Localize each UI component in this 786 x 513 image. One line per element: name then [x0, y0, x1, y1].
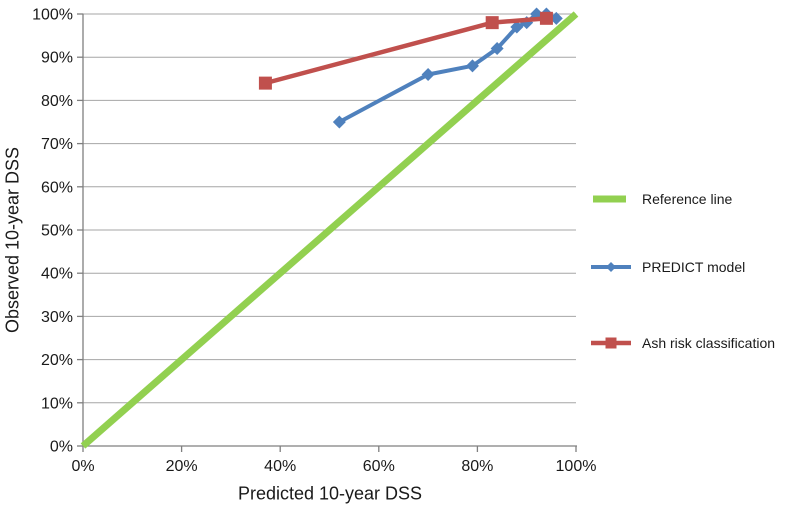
y-tick-label: 80% [41, 93, 73, 110]
data-point-diamond [490, 42, 504, 56]
y-tick-label: 10% [41, 395, 73, 412]
x-tick-label: 20% [166, 458, 198, 475]
y-tick-label: 40% [41, 266, 73, 283]
data-point-diamond [332, 115, 346, 129]
y-axis-title: Observed 10-year DSS [2, 146, 23, 334]
y-tick-label: 90% [41, 50, 73, 67]
y-tick-label: 20% [41, 352, 73, 369]
y-tick-label: 0% [50, 439, 73, 456]
x-tick-label: 40% [264, 458, 296, 475]
data-point-square [485, 16, 499, 30]
data-point-diamond [549, 11, 563, 25]
series-line-0 [80, 11, 579, 449]
x-tick-label: 60% [363, 458, 395, 475]
data-point-diamond [465, 59, 479, 73]
series-line-1 [338, 12, 558, 124]
y-tick-label: 60% [41, 179, 73, 196]
x-tick-label: 0% [71, 458, 94, 475]
y-tick-label: 30% [41, 309, 73, 326]
data-point-diamond [421, 67, 435, 81]
x-tick-label: 80% [461, 458, 493, 475]
y-tick-label: 50% [41, 223, 73, 240]
data-point-square [258, 76, 272, 90]
x-axis-title: Predicted 10-year DSS [237, 483, 423, 504]
data-point-diamond [510, 20, 524, 34]
data-point-square [539, 11, 553, 25]
x-tick-label: 100% [556, 458, 597, 475]
y-tick-label: 70% [41, 136, 73, 153]
y-tick-label: 100% [32, 7, 73, 24]
